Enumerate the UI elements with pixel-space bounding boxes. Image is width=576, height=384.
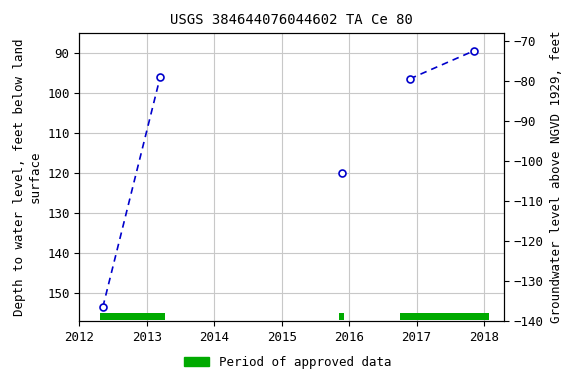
Title: USGS 384644076044602 TA Ce 80: USGS 384644076044602 TA Ce 80: [170, 13, 413, 28]
Legend: Period of approved data: Period of approved data: [179, 351, 397, 374]
Bar: [100, 313, 165, 321]
Bar: [339, 313, 344, 321]
Y-axis label: Depth to water level, feet below land
surface: Depth to water level, feet below land su…: [13, 38, 41, 316]
Y-axis label: Groundwater level above NGVD 1929, feet: Groundwater level above NGVD 1929, feet: [550, 31, 563, 323]
Bar: [400, 313, 490, 321]
